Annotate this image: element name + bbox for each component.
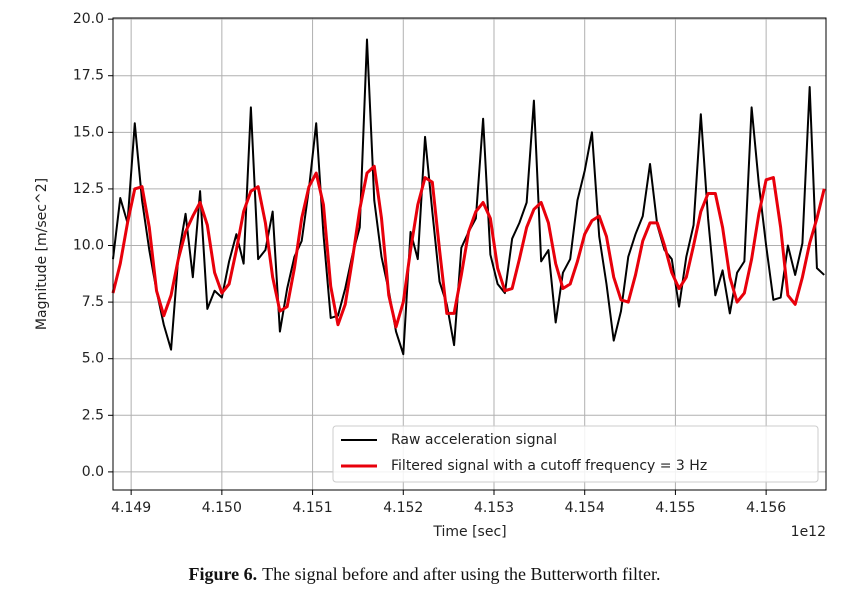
y-tick-label: 20.0 <box>73 11 104 27</box>
series-line <box>111 164 826 329</box>
legend-label: Filtered signal with a cutoff frequency … <box>391 458 707 474</box>
y-tick-label: 15.0 <box>73 124 104 140</box>
y-tick-label: 12.5 <box>73 181 104 197</box>
x-axis-label: Time [sec] <box>432 524 506 540</box>
caption-label: Figure 6. <box>188 564 258 584</box>
y-tick-label: 0.0 <box>82 464 104 480</box>
x-tick-label: 4.154 <box>565 500 605 516</box>
y-axis-label: Magnitude [m/sec^2] <box>34 178 50 330</box>
x-tick-label: 4.153 <box>474 500 514 516</box>
x-tick-label: 4.152 <box>383 500 423 516</box>
y-tick-label: 5.0 <box>82 351 104 367</box>
plot-frame <box>112 17 827 491</box>
x-tick-label: 4.155 <box>655 500 695 516</box>
x-tick-label: 4.151 <box>293 500 333 516</box>
x-offset-label: 1e12 <box>791 524 826 540</box>
y-tick-label: 17.5 <box>73 68 104 84</box>
x-tick-label: 4.150 <box>202 500 242 516</box>
x-tick-label: 4.156 <box>746 500 786 516</box>
legend-label: Raw acceleration signal <box>391 432 557 448</box>
x-tick-label: 4.149 <box>111 500 151 516</box>
y-tick-label: 7.5 <box>82 294 104 310</box>
chart: Time [sec] Magnitude [m/sec^2] 1e12 0.0 2… <box>34 11 827 540</box>
y-tick-label: 2.5 <box>82 407 104 423</box>
legend-box <box>332 425 819 483</box>
y-tick-label: 10.0 <box>73 238 104 254</box>
caption-text: The signal before and after using the Bu… <box>262 564 661 584</box>
caption: Figure 6. The signal before and after usi… <box>0 564 849 585</box>
